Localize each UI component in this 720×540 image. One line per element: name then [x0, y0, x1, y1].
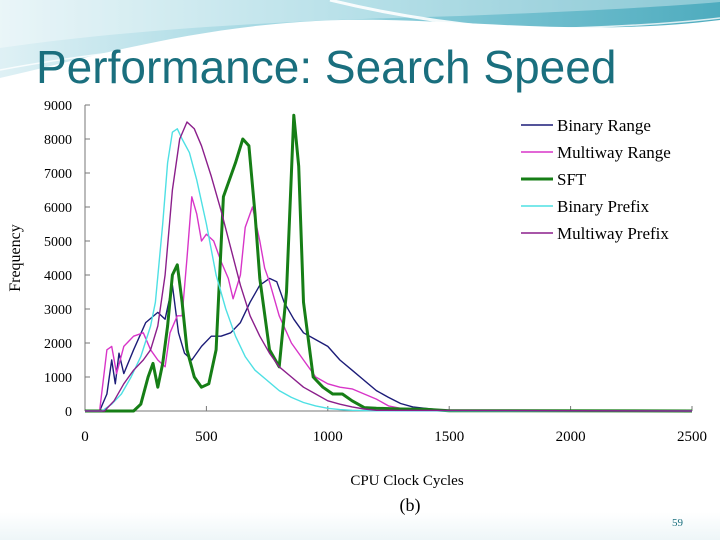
series-line-multiway-prefix [85, 121, 693, 412]
series-line-binary-prefix [85, 128, 693, 412]
slide-title: Performance: Search Speed [36, 41, 617, 93]
chart-caption: (b) [400, 495, 421, 516]
line-chart: 0 1000 2000 3000 4000 5000 6000 7000 8000 9000 0 50… [7, 99, 707, 516]
x-tick-label: 2500 [677, 429, 707, 445]
x-tick-label: 0 [81, 429, 89, 445]
legend-label-sft: SFT [557, 170, 587, 189]
series-line-binary-range [85, 277, 693, 412]
y-tick-label: 4000 [44, 269, 72, 284]
y-tick-label: 1000 [44, 371, 72, 386]
x-tick-label: 1000 [313, 429, 343, 445]
y-tick-label: 6000 [44, 201, 72, 216]
series-line-sft [85, 113, 693, 413]
y-tick-label: 2000 [44, 337, 72, 352]
y-tick-label: 0 [65, 405, 72, 420]
legend-label-binary-range: Binary Range [557, 116, 651, 135]
footer-band [0, 512, 720, 540]
series-line-multiway-range [85, 196, 693, 412]
x-tick-label: 500 [195, 429, 218, 445]
y-tick-label: 7000 [44, 167, 72, 182]
title-banner-decoration [0, 0, 720, 78]
legend-label-multiway-range: Multiway Range [557, 143, 671, 162]
y-axis-label: Frequency [7, 224, 24, 292]
legend-label-multiway-prefix: Multiway Prefix [557, 224, 669, 243]
x-tick-label: 2000 [556, 429, 586, 445]
y-tick-label: 5000 [44, 235, 72, 250]
y-tick-label: 9000 [44, 99, 72, 114]
x-axis-label: CPU Clock Cycles [350, 473, 463, 489]
page-number: 59 [672, 517, 683, 529]
legend-label-binary-prefix: Binary Prefix [557, 197, 650, 216]
y-tick-label: 8000 [44, 133, 72, 148]
y-tick-label: 3000 [44, 303, 72, 318]
x-tick-label: 1500 [434, 429, 464, 445]
